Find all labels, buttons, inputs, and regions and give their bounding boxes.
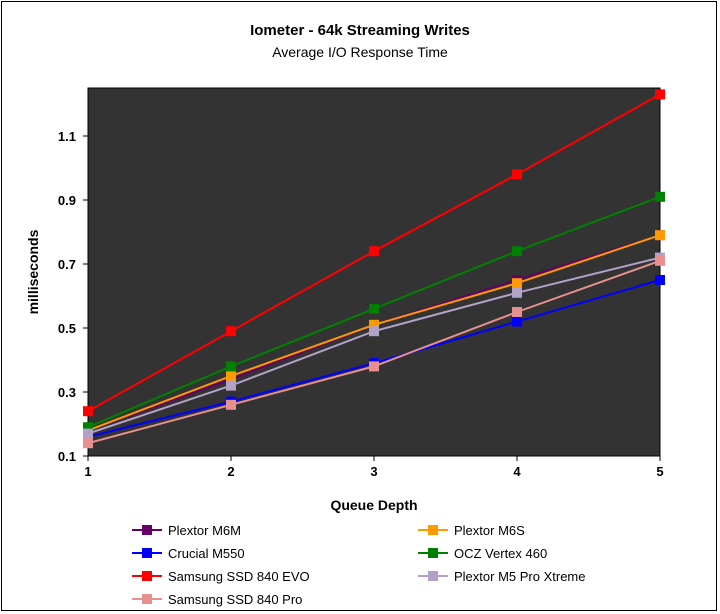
data-point <box>226 380 236 391</box>
chart-title: Iometer - 64k Streaming Writes <box>250 22 470 39</box>
data-point <box>369 303 379 314</box>
data-point <box>655 191 665 202</box>
y-tick-label: 1.1 <box>58 129 76 144</box>
data-point <box>655 255 665 266</box>
y-axis-label: milliseconds <box>25 229 41 314</box>
data-point <box>512 316 522 327</box>
data-point <box>83 428 93 439</box>
legend-label: Samsung SSD 840 Pro <box>168 592 302 607</box>
legend: Plextor M6M Plextor M6S Crucial M550 OCZ Ve… <box>132 523 586 607</box>
x-tick-label: 1 <box>84 464 91 479</box>
data-point <box>369 246 379 257</box>
data-point <box>512 278 522 289</box>
x-tick-label: 5 <box>656 464 663 479</box>
legend-marker <box>428 571 438 581</box>
legend-item: Samsung SSD 840 Pro <box>132 592 302 607</box>
data-point <box>226 371 236 381</box>
legend-marker <box>142 571 152 581</box>
data-point <box>226 361 236 372</box>
data-point <box>83 422 93 433</box>
data-point <box>512 287 522 298</box>
legend-item: Plextor M6M <box>132 523 241 538</box>
legend-marker <box>142 548 152 558</box>
series-points <box>83 89 665 449</box>
legend-label: OCZ Vertex 460 <box>454 546 547 561</box>
legend-item: Crucial M550 <box>132 546 245 561</box>
data-point <box>83 406 93 417</box>
x-tick-label: 4 <box>513 464 521 479</box>
legend-marker <box>428 548 438 558</box>
legend-label: Plextor M6S <box>454 523 525 538</box>
x-tick-label: 3 <box>370 464 377 479</box>
chart-subtitle: Average I/O Response Time <box>272 44 448 60</box>
data-point <box>226 399 236 410</box>
x-tick-label: 2 <box>227 464 234 479</box>
y-axis-ticks: 0.1 0.3 0.5 0.7 0.9 1.1 <box>58 129 88 464</box>
legend-label: Plextor M6M <box>168 523 241 538</box>
data-point <box>369 319 379 330</box>
data-point <box>655 275 665 285</box>
y-tick-label: 0.5 <box>58 321 76 336</box>
legend-item: Plextor M5 Pro Xtreme <box>418 569 586 584</box>
data-point <box>655 89 665 100</box>
legend-marker <box>142 525 152 535</box>
data-point <box>226 326 236 337</box>
y-tick-label: 0.7 <box>58 257 76 272</box>
data-point <box>655 230 665 241</box>
y-tick-label: 0.1 <box>58 449 76 464</box>
legend-item: OCZ Vertex 460 <box>418 546 547 561</box>
legend-label: Crucial M550 <box>168 546 245 561</box>
legend-marker <box>142 594 152 604</box>
data-point <box>512 307 522 317</box>
data-point <box>512 246 522 257</box>
y-tick-label: 0.9 <box>58 193 76 208</box>
x-axis-label: Queue Depth <box>330 497 417 513</box>
x-axis-ticks: 1 2 3 4 5 <box>84 456 664 479</box>
data-point <box>369 361 379 372</box>
legend-label: Samsung SSD 840 EVO <box>168 569 310 584</box>
data-point <box>512 169 522 180</box>
data-point <box>369 326 379 337</box>
legend-item: Samsung SSD 840 EVO <box>132 569 310 584</box>
legend-item: Plextor M6S <box>418 523 525 538</box>
legend-label: Plextor M5 Pro Xtreme <box>454 569 586 584</box>
y-tick-label: 0.3 <box>58 385 76 400</box>
legend-marker <box>428 525 438 535</box>
data-point <box>83 438 93 449</box>
